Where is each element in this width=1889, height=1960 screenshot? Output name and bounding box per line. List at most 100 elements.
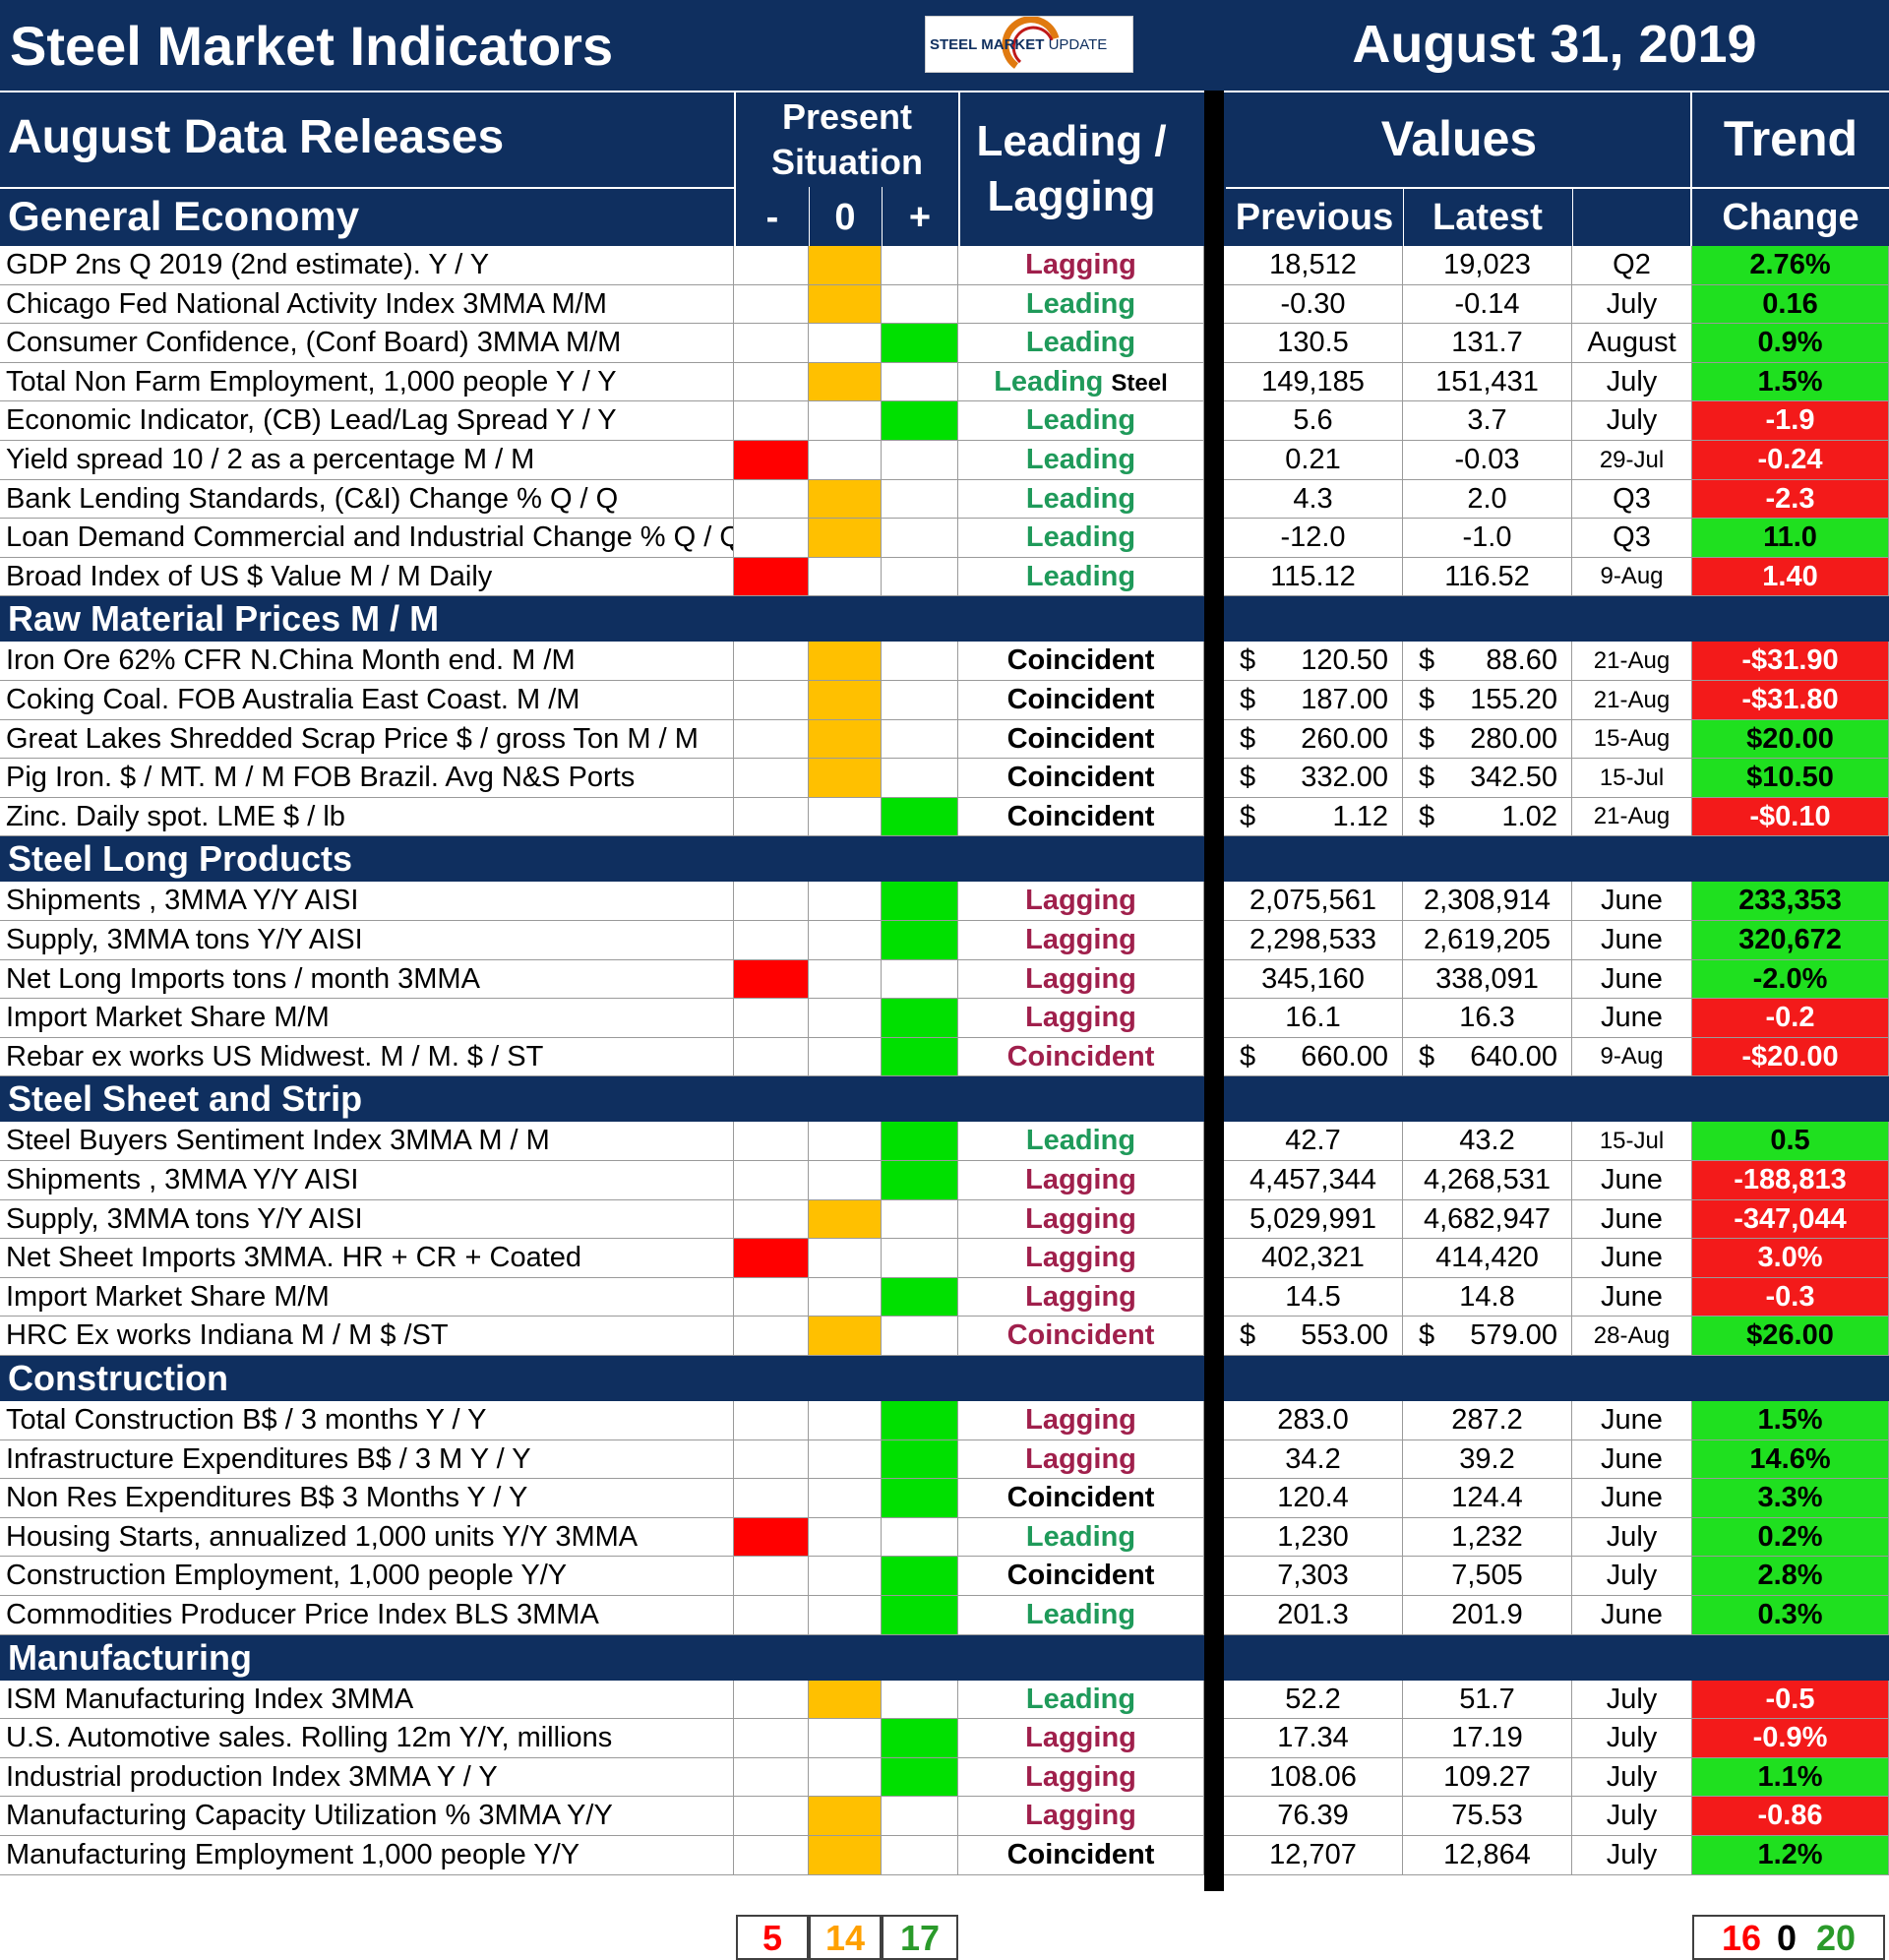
value-text: 108.06 [1269,1761,1357,1793]
trend-change-cell: 2.76% [1692,246,1889,285]
situation-plus-cell [882,363,958,401]
period-cell: 21-Aug [1572,681,1692,720]
header-change: Change [1722,197,1859,238]
currency-symbol: $ [1419,801,1435,832]
lead-lag-label: Lagging [1025,1002,1136,1033]
lead-lag-cell: Coincident [958,1479,1204,1518]
situation-minus-indicator [734,441,809,480]
situation-plus-indicator [882,1278,958,1317]
situation-zero-cell [809,1401,882,1440]
value-text: 17.34 [1277,1722,1349,1753]
situation-minus-cell [734,324,809,363]
trend-change-cell: 3.0% [1692,1239,1889,1278]
latest-value: 338,091 [1403,960,1572,999]
situation-minus-cell [734,720,809,759]
situation-zero-indicator [809,759,882,798]
latest-value: 201.9 [1403,1596,1572,1635]
situation-zero-cell [809,1596,882,1635]
indicator-label: Non Res Expenditures B$ 3 Months Y / Y [0,1479,734,1518]
period-cell: 28-Aug [1572,1317,1692,1356]
situation-zero-indicator [809,1681,882,1719]
latest-value: 2,308,914 [1403,882,1572,921]
value-text: 2,619,205 [1423,924,1551,955]
period-cell: June [1572,1239,1692,1278]
indicator-label: Zinc. Daily spot. LME $ / lb [0,798,734,836]
situation-plus-cell [882,960,958,999]
previous-value: $553.00 [1224,1317,1403,1356]
situation-minus-cell [734,1758,809,1797]
indicator-label: Coking Coal. FOB Australia East Coast. M… [0,681,734,720]
situation-minus-cell [734,882,809,921]
section-header: Steel Sheet and Strip [0,1076,1889,1123]
situation-minus-cell [734,681,809,720]
period-cell: July [1572,1797,1692,1836]
value-text: 553.00 [1301,1319,1388,1351]
lead-lag-label: Coincident [1006,684,1155,715]
situation-minus-cell [734,1596,809,1635]
indicator-label: Net Long Imports tons / month 3MMA [0,960,734,999]
lead-lag-label: Lagging [1025,249,1136,280]
value-text: 42.7 [1285,1125,1341,1156]
table-row: Yield spread 10 / 2 as a percentage M / … [0,441,1889,480]
trend-change-cell: $10.50 [1692,759,1889,798]
trend-change-cell: 11.0 [1692,519,1889,558]
previous-value: $120.50 [1224,642,1403,681]
latest-value: 151,431 [1403,363,1572,401]
header-plus: + [908,197,932,238]
lead-lag-label: Lagging [1025,1281,1136,1313]
previous-value: 52.2 [1224,1681,1403,1719]
situation-zero-cell [809,441,882,480]
situation-plus-cell [882,519,958,558]
situation-plus-indicator [882,1479,958,1518]
trend-change-cell: 320,672 [1692,921,1889,960]
latest-value: -1.0 [1403,519,1572,558]
latest-value: 43.2 [1403,1122,1572,1161]
header-present-situation-line1: Present [781,96,913,137]
table-row: Supply, 3MMA tons Y/Y AISI Lagging 5,029,9… [0,1200,1889,1239]
latest-value: 124.4 [1403,1479,1572,1518]
latest-value: $1.02 [1403,798,1572,836]
situation-zero-indicator [809,1836,882,1875]
table-row: Industrial production Index 3MMA Y / Y La… [0,1758,1889,1797]
value-text: -1.0 [1462,521,1512,553]
currency-symbol: $ [1240,1319,1256,1351]
lead-lag-label: Lagging [1025,1242,1136,1273]
header-present-situation-line2: Situation [771,142,923,182]
situation-zero-cell [809,1758,882,1797]
situation-minus-cell [734,921,809,960]
value-text: 260.00 [1301,723,1388,755]
value-text: 52.2 [1285,1684,1341,1715]
value-text: 109.27 [1443,1761,1531,1793]
header-divider [0,187,734,189]
previous-value: 130.5 [1224,324,1403,363]
previous-value: 5,029,991 [1224,1200,1403,1239]
value-text: 155.20 [1470,684,1557,715]
lead-lag-label: Coincident [1006,644,1155,676]
situation-minus-cell [734,519,809,558]
table-row: Loan Demand Commercial and Industrial Ch… [0,519,1889,558]
indicator-label: Construction Employment, 1,000 people Y/… [0,1557,734,1596]
header-minus: - [765,197,779,238]
period-cell: 15-Jul [1572,1122,1692,1161]
period-cell: July [1572,363,1692,401]
latest-value: 131.7 [1403,324,1572,363]
lead-lag-cell: Lagging [958,1278,1204,1317]
previous-value: 7,303 [1224,1557,1403,1596]
situation-minus-cell [734,285,809,324]
period-cell: June [1572,1596,1692,1635]
value-text: 201.3 [1277,1599,1349,1630]
table-row: Consumer Confidence, (Conf Board) 3MMA M… [0,324,1889,363]
header-data-releases: August Data Releases [8,111,505,163]
situation-zero-cell [809,1719,882,1758]
situation-plus-indicator [882,798,958,836]
lead-lag-cell: Leading [958,1518,1204,1557]
indicator-label: Pig Iron. $ / MT. M / M FOB Brazil. Avg … [0,759,734,798]
lead-lag-cell: Lagging [958,1239,1204,1278]
header-band [0,91,1889,246]
lead-lag-suffix: Steel [1111,370,1168,397]
latest-value: 12,864 [1403,1836,1572,1875]
value-text: 283.0 [1277,1404,1349,1436]
lead-lag-cell: Coincident [958,642,1204,681]
trend-change-cell: -347,044 [1692,1200,1889,1239]
